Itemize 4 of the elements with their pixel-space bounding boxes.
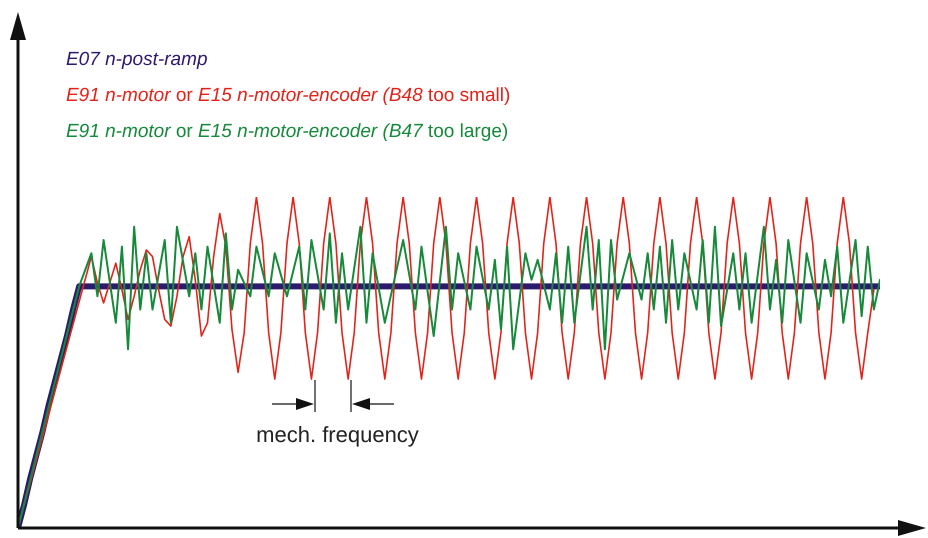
text: E91 n-motor or E15 n-motor-encoder (B48 too small) xyxy=(66,85,510,106)
text: E07 n-post-ramp xyxy=(66,49,208,70)
text: E91 n-motor or E15 n-motor-encoder (B47 too large) xyxy=(66,121,508,142)
annotation: mech. frequency xyxy=(255,422,420,448)
